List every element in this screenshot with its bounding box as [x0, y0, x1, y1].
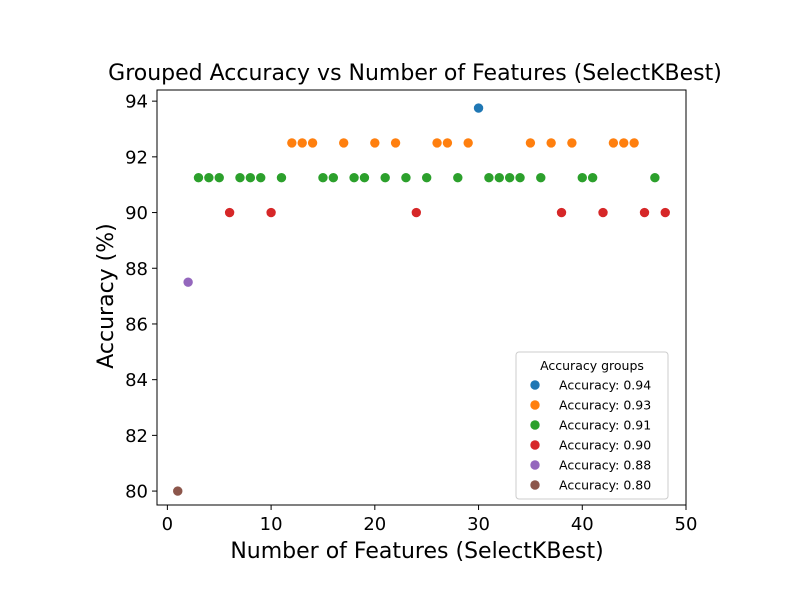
data-point: [235, 173, 245, 183]
data-point: [629, 138, 639, 148]
y-axis-label: Accuracy (%): [94, 223, 119, 369]
chart-title: Grouped Accuracy vs Number of Features (…: [108, 61, 722, 86]
data-point: [256, 173, 266, 183]
legend-marker: [530, 380, 540, 390]
legend-entry: Accuracy: 0.94: [559, 378, 651, 393]
y-tick-label: 92: [125, 147, 148, 168]
data-point: [328, 173, 339, 183]
data-point: [484, 173, 494, 183]
data-point: [204, 173, 214, 183]
x-tick-label: 10: [260, 514, 283, 535]
data-point: [577, 173, 587, 183]
legend-entry: Accuracy: 0.88: [559, 458, 651, 473]
data-point: [432, 138, 442, 148]
data-point: [546, 138, 556, 148]
legend-box: [515, 351, 669, 500]
data-points: [173, 103, 670, 496]
plot-frame: [156, 89, 687, 506]
legend-marker: [530, 400, 540, 410]
plot-axes: 0 10 20 30 40 50 80 82 84 86 88 90 92 94: [125, 89, 698, 535]
data-point: [339, 138, 349, 148]
legend: Accuracy groups Accuracy: 0.94 Accuracy: 0…: [515, 351, 669, 500]
data-point: [401, 173, 411, 183]
data-point: [307, 138, 318, 148]
legend-entry: Accuracy: 0.90: [559, 438, 651, 453]
y-tick-label: 94: [125, 92, 148, 113]
y-tick-label: 86: [125, 314, 148, 335]
data-point: [193, 173, 204, 183]
data-point: [567, 138, 577, 148]
legend-marker: [530, 440, 540, 450]
data-point: [639, 207, 650, 218]
data-point: [598, 207, 608, 218]
data-point: [297, 138, 307, 148]
data-point: [608, 138, 619, 148]
data-point: [515, 173, 525, 183]
y-tick-label: 82: [125, 426, 148, 447]
data-point: [463, 138, 473, 148]
data-point: [349, 173, 359, 183]
data-point: [525, 138, 536, 148]
x-tick-label: 30: [467, 514, 490, 535]
data-point: [370, 138, 380, 148]
data-point: [650, 173, 660, 183]
data-point: [411, 207, 422, 218]
legend-marker: [530, 420, 540, 430]
data-point: [183, 277, 193, 287]
data-point: [173, 486, 183, 496]
data-point: [660, 207, 670, 218]
y-tick-label: 90: [125, 203, 148, 224]
legend-marker: [530, 480, 540, 490]
data-point: [587, 173, 598, 183]
data-point: [318, 173, 328, 183]
x-tick-label: 40: [571, 514, 594, 535]
legend-entry: Accuracy: 0.91: [559, 418, 651, 433]
legend-title: Accuracy groups: [540, 358, 644, 373]
data-point: [619, 138, 629, 148]
data-point: [266, 207, 276, 218]
legend-marker: [530, 460, 540, 470]
data-point: [214, 173, 224, 183]
data-point: [504, 173, 515, 183]
y-tick-label: 88: [125, 259, 148, 280]
x-tick-label: 20: [363, 514, 386, 535]
data-point: [442, 138, 453, 148]
legend-entry: Accuracy: 0.93: [559, 398, 651, 413]
data-point: [380, 173, 390, 183]
y-tick-label: 84: [125, 370, 148, 391]
data-point: [556, 207, 567, 218]
data-point: [359, 173, 370, 183]
y-tick-label: 80: [125, 482, 148, 503]
data-point: [536, 173, 546, 183]
x-tick-label: 0: [162, 514, 173, 535]
x-axis-label: Number of Features (SelectKBest): [230, 539, 603, 564]
data-point: [421, 173, 432, 183]
data-point: [245, 173, 256, 183]
data-point: [287, 138, 297, 148]
legend-entry: Accuracy: 0.80: [559, 478, 651, 493]
data-point: [473, 103, 484, 113]
x-tick-label: 50: [675, 514, 698, 535]
data-point: [494, 173, 504, 183]
data-point: [276, 173, 287, 183]
data-point: [224, 207, 235, 218]
data-point: [390, 138, 401, 148]
data-point: [453, 173, 463, 183]
